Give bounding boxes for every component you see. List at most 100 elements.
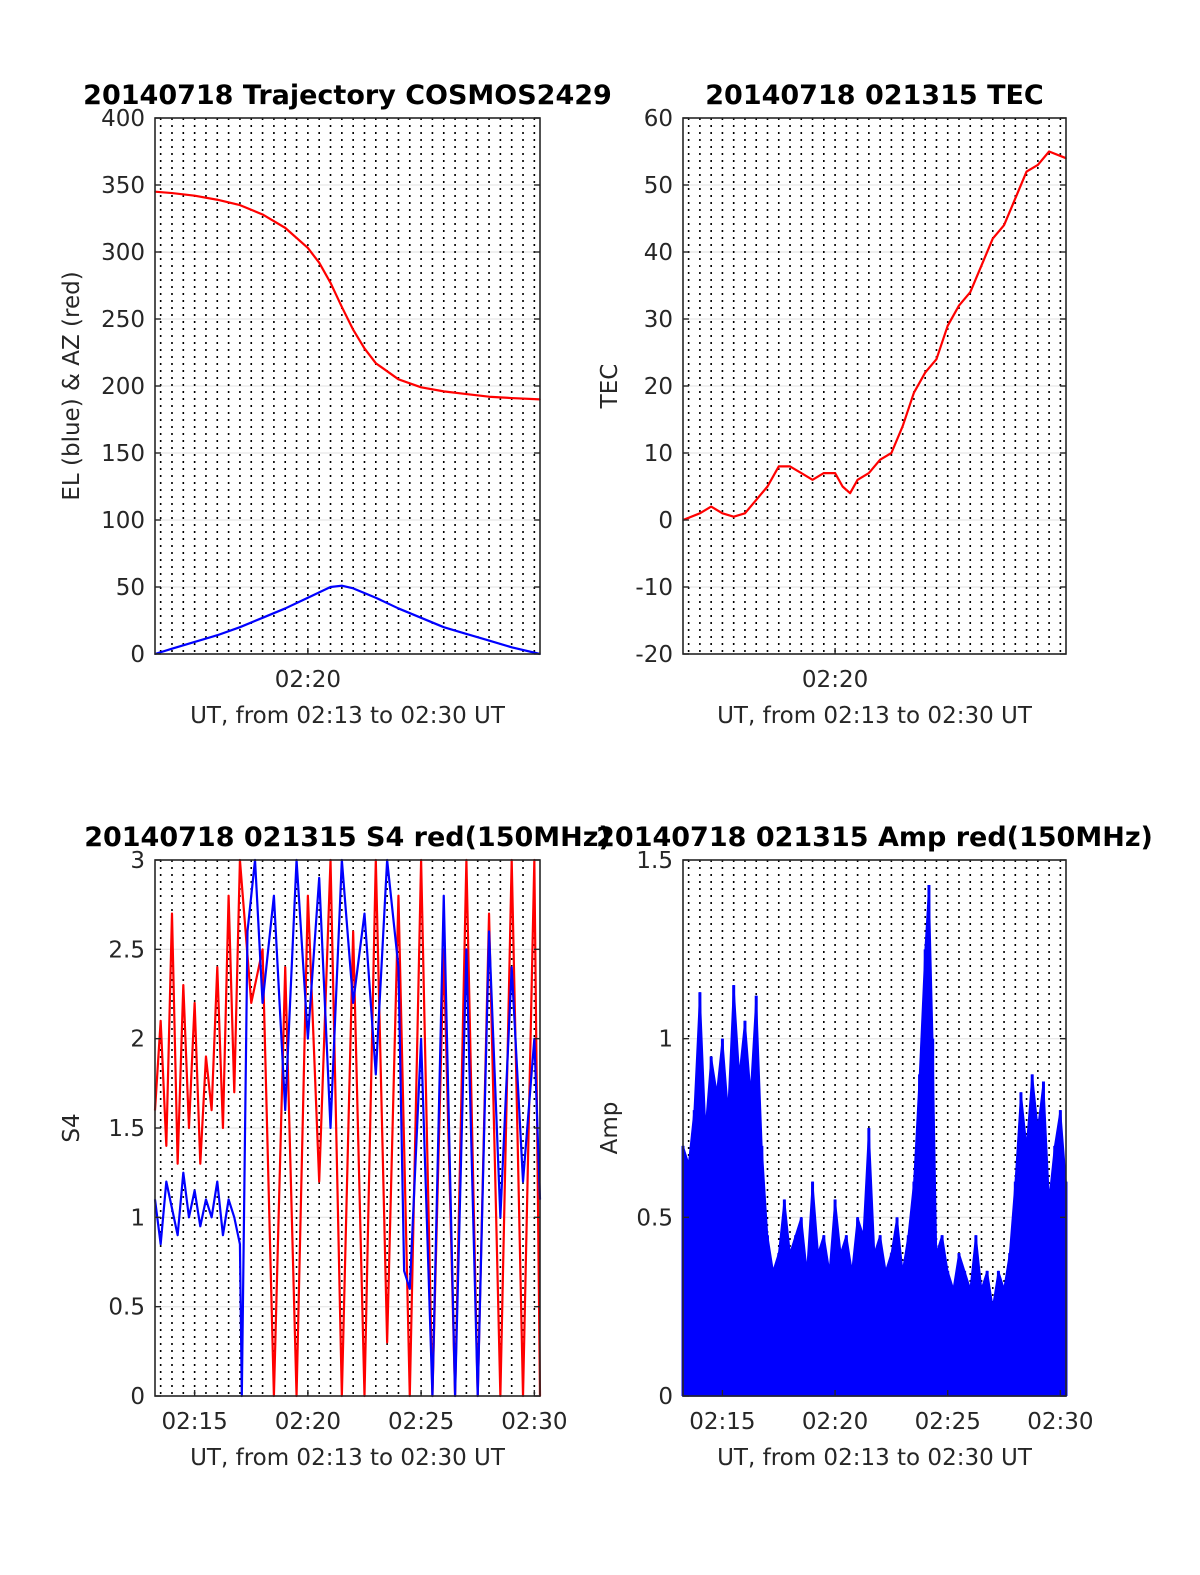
- data-point-2-28: [352, 1002, 354, 1004]
- data-point-2-6: [182, 1171, 185, 1174]
- y-tick-label: 0.5: [108, 1295, 145, 1321]
- data-point-1-18: [261, 948, 264, 951]
- y-tick-label: 1: [130, 1205, 145, 1231]
- data-point-2-12: [216, 1180, 219, 1183]
- data-point-1-23: [924, 371, 926, 374]
- x-tick-label: 02:25: [388, 1409, 454, 1435]
- data-point-1-12: [216, 966, 219, 968]
- y-tick-label: 50: [116, 575, 145, 601]
- data-point-2-5: [176, 1234, 179, 1236]
- x-axis-label: UT, from 02:13 to 02:30 UT: [717, 1445, 1033, 1471]
- data-point-1-20: [510, 397, 513, 399]
- y-tick-label: 30: [644, 307, 673, 333]
- data-point-1-5: [732, 515, 735, 518]
- data-point-1-4: [721, 512, 724, 515]
- x-tick-label: 02:20: [802, 1409, 868, 1435]
- data-point-1-14: [227, 894, 230, 897]
- y-tick-label: 150: [101, 441, 145, 467]
- data-point-1-16: [420, 386, 422, 389]
- x-tick-label: 02:20: [275, 667, 341, 693]
- y-tick-label: 3: [130, 848, 145, 874]
- data-point-1-17: [442, 390, 445, 393]
- data-point-1-27: [969, 291, 972, 294]
- y-tick-label: 100: [101, 508, 145, 534]
- data-point-2-17: [488, 639, 490, 642]
- y-tick-label: 40: [644, 240, 673, 266]
- data-point-2-25: [318, 877, 320, 879]
- data-point-2-8: [307, 596, 309, 599]
- data-point-1-15: [841, 485, 844, 488]
- x-axis-label: UT, from 02:13 to 02:30 UT: [190, 703, 506, 729]
- amp-series-fill: [682, 884, 1067, 1397]
- data-point-1-8: [307, 247, 309, 249]
- data-point-1-8: [193, 1002, 196, 1004]
- y-tick-label: 350: [101, 173, 145, 199]
- data-point-2-10: [341, 584, 343, 587]
- data-point-1-12: [811, 479, 814, 481]
- series-line-2: [153, 858, 542, 1398]
- data-point-1-20: [284, 966, 287, 968]
- y-tick-label: 300: [101, 240, 145, 266]
- data-point-2-9: [329, 586, 332, 588]
- axes-frame: [682, 859, 1067, 1397]
- y-tick-label: -20: [635, 642, 673, 668]
- data-point-2-7: [188, 1216, 190, 1219]
- data-point-2-33: [403, 1270, 405, 1272]
- data-point-2-3: [193, 641, 196, 643]
- data-point-1-26: [958, 304, 960, 307]
- data-point-1-2: [171, 192, 173, 194]
- data-point-2-6: [261, 617, 264, 619]
- data-point-2-29: [363, 912, 366, 915]
- data-point-1-17: [856, 479, 859, 481]
- y-tick-label: 1.5: [108, 1116, 145, 1142]
- data-point-2-24: [307, 1037, 309, 1040]
- y-tick-label: 0: [130, 642, 145, 668]
- y-axis-label: Amp: [597, 1102, 623, 1155]
- data-point-2-32: [397, 966, 400, 968]
- data-point-1-3: [193, 194, 196, 197]
- data-point-1-7: [188, 1127, 190, 1129]
- y-tick-label: 0.5: [636, 1205, 673, 1231]
- y-tick-label: 1: [658, 1027, 673, 1053]
- data-point-2-42: [499, 1216, 502, 1219]
- y-tick-label: 10: [644, 441, 673, 467]
- y-tick-label: 0: [130, 1384, 145, 1410]
- data-point-1-19: [488, 395, 490, 398]
- data-point-1-7: [755, 499, 758, 501]
- data-point-1-19: [879, 458, 881, 461]
- y-tick-label: 400: [101, 106, 145, 132]
- data-point-1-14: [375, 362, 377, 365]
- data-point-1-6: [744, 512, 746, 515]
- y-tick-label: 2: [130, 1027, 145, 1053]
- data-point-1-22: [913, 391, 915, 394]
- x-tick-label: 02:25: [915, 1409, 981, 1435]
- data-point-1-26: [352, 930, 354, 933]
- data-point-1-4: [216, 198, 219, 201]
- data-point-1-2: [159, 1020, 162, 1022]
- data-point-2-41: [488, 930, 490, 933]
- x-tick-label: 02:20: [802, 667, 868, 693]
- data-point-2-13: [397, 607, 400, 610]
- data-point-1-24: [935, 358, 938, 361]
- data-point-1-20: [890, 452, 893, 454]
- data-point-2-16: [239, 1243, 241, 1245]
- y-axis-label: EL (blue) & AZ (red): [59, 271, 85, 500]
- data-point-1-11: [210, 1109, 213, 1111]
- data-point-1-7: [284, 227, 287, 229]
- data-point-2-44: [522, 1180, 524, 1183]
- data-point-1-13: [823, 472, 825, 474]
- data-point-1-17: [250, 1002, 253, 1004]
- y-tick-label: 20: [644, 374, 673, 400]
- data-point-2-16: [465, 633, 468, 635]
- data-point-1-21: [901, 425, 904, 428]
- data-point-1-9: [777, 465, 780, 468]
- data-point-2-3: [165, 1180, 168, 1183]
- data-point-2-2: [159, 1243, 162, 1245]
- data-point-1-3: [710, 505, 712, 508]
- data-point-2-21: [273, 894, 275, 897]
- data-point-1-8: [766, 485, 769, 488]
- data-point-1-9: [318, 261, 320, 264]
- chart-panel-3: 0 0.5 1 1.5 2 2.5 3 02:15 02:20 02:25 02:30 2014071…: [59, 822, 611, 1471]
- data-point-1-28: [980, 264, 983, 267]
